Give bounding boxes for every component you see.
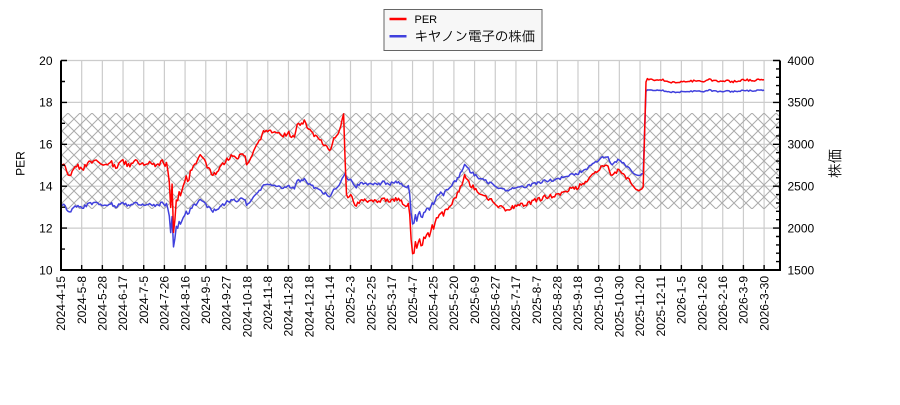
svg-text:3500: 3500 (788, 96, 815, 110)
svg-text:1500: 1500 (788, 263, 815, 277)
svg-text:2025-9-18: 2025-9-18 (571, 276, 585, 331)
svg-text:2024-4-15: 2024-4-15 (54, 276, 68, 331)
svg-text:2024-11-8: 2024-11-8 (261, 276, 275, 330)
svg-text:2025-3-17: 2025-3-17 (385, 276, 399, 331)
svg-text:2025-1-14: 2025-1-14 (323, 276, 337, 331)
svg-text:2024-5-28: 2024-5-28 (96, 276, 110, 331)
svg-text:2025-4-7: 2025-4-7 (406, 276, 420, 324)
svg-text:2024-11-28: 2024-11-28 (282, 276, 296, 337)
svg-text:12: 12 (39, 221, 53, 235)
svg-text:2024-8-16: 2024-8-16 (178, 276, 192, 331)
svg-text:14: 14 (39, 180, 53, 194)
svg-text:3000: 3000 (788, 138, 815, 152)
svg-text:2024-12-18: 2024-12-18 (302, 276, 316, 338)
svg-text:2025-10-9: 2025-10-9 (592, 276, 606, 331)
svg-text:2024-7-26: 2024-7-26 (158, 276, 172, 331)
svg-text:10: 10 (39, 263, 53, 277)
svg-text:4000: 4000 (788, 54, 815, 68)
svg-text:2024-10-18: 2024-10-18 (240, 276, 254, 338)
svg-text:2025-2-25: 2025-2-25 (364, 276, 378, 331)
svg-text:2026-3-30: 2026-3-30 (757, 276, 771, 331)
svg-text:2024-5-8: 2024-5-8 (75, 276, 89, 324)
svg-text:2025-6-9: 2025-6-9 (468, 276, 482, 324)
svg-text:2025-10-30: 2025-10-30 (613, 276, 627, 338)
svg-text:2025-5-20: 2025-5-20 (447, 276, 461, 331)
svg-text:PER: PER (13, 151, 27, 176)
svg-text:2026-3-9: 2026-3-9 (737, 276, 751, 324)
svg-text:2025-8-28: 2025-8-28 (551, 276, 565, 331)
svg-text:2024-7-5: 2024-7-5 (137, 276, 151, 324)
svg-text:PER: PER (415, 14, 438, 26)
svg-text:2026-1-5: 2026-1-5 (675, 276, 689, 324)
svg-text:2025-12-11: 2025-12-11 (654, 276, 668, 337)
svg-text:2000: 2000 (788, 221, 815, 235)
svg-text:2500: 2500 (788, 180, 815, 194)
svg-text:2024-9-5: 2024-9-5 (199, 276, 213, 324)
svg-text:2025-7-17: 2025-7-17 (509, 276, 523, 331)
svg-text:2026-1-26: 2026-1-26 (695, 276, 709, 331)
svg-text:2025-2-3: 2025-2-3 (344, 276, 358, 324)
svg-text:2025-4-25: 2025-4-25 (426, 276, 440, 331)
svg-text:2025-8-7: 2025-8-7 (530, 276, 544, 324)
svg-text:2026-2-16: 2026-2-16 (716, 276, 730, 331)
svg-text:18: 18 (39, 96, 53, 110)
svg-text:16: 16 (39, 138, 53, 152)
svg-text:2024-9-27: 2024-9-27 (220, 276, 234, 331)
svg-text:20: 20 (39, 54, 53, 68)
svg-text:2025-6-27: 2025-6-27 (488, 276, 502, 331)
svg-text:2024-6-17: 2024-6-17 (116, 276, 130, 331)
svg-text:2025-11-20: 2025-11-20 (633, 276, 647, 337)
